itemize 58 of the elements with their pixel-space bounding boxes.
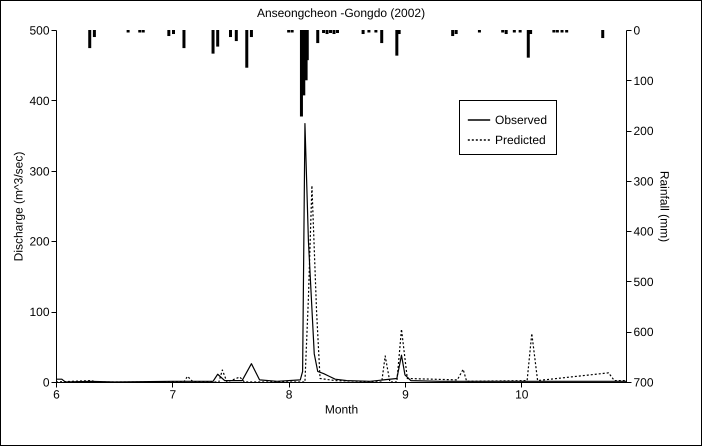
bar: [518, 30, 522, 33]
y-tick-label: 400: [29, 94, 50, 108]
y-tick-label: 0: [42, 376, 50, 390]
chart-title: Anseongcheon -Gongdo (2002): [256, 6, 426, 20]
bar: [126, 30, 130, 33]
x-tick-label: 10: [515, 388, 529, 402]
bar: [316, 30, 320, 44]
x-tick-label: 8: [286, 388, 293, 402]
bar: [601, 30, 604, 38]
y2-tick-label: 200: [634, 124, 654, 138]
legend-label: Predicted: [495, 133, 546, 147]
bar: [287, 30, 290, 33]
bar: [478, 30, 481, 33]
y2-axis-title: Rainfall (mm): [658, 170, 672, 242]
bar: [454, 30, 458, 34]
y2-tick-label: 600: [634, 325, 654, 340]
y2-tick-label: 100: [634, 74, 654, 88]
y2-tick-label: 0: [634, 24, 640, 38]
x-tick-label: 7: [169, 388, 176, 402]
bar: [332, 30, 336, 34]
x-axis-title: Month: [324, 402, 358, 416]
bar: [326, 30, 329, 34]
y2-tick-label: 500: [634, 274, 654, 289]
bar: [172, 30, 175, 34]
bar: [395, 30, 398, 56]
bar: [501, 30, 504, 33]
y-tick-label: 200: [29, 234, 50, 249]
legend-label: Observed: [495, 113, 548, 127]
x-tick-label: 6: [53, 388, 60, 402]
bar: [138, 30, 142, 33]
y-tick-label: 500: [29, 24, 50, 38]
bar: [504, 30, 508, 34]
bar: [212, 30, 215, 54]
y-tick-label: 100: [29, 305, 50, 320]
bar: [380, 30, 384, 44]
bar: [329, 30, 332, 34]
y2-tick-label: 300: [634, 174, 654, 188]
bar: [367, 30, 370, 33]
bar: [526, 30, 530, 58]
y-axis-title: Discharge (m^3/sec): [11, 152, 26, 262]
bar: [362, 30, 365, 34]
bar: [451, 30, 454, 36]
bar: [552, 30, 556, 33]
bar: [336, 30, 340, 34]
bar: [88, 30, 92, 48]
bar: [374, 30, 378, 33]
bar: [234, 30, 238, 42]
bar: [290, 30, 294, 33]
bar: [228, 30, 232, 38]
bar: [142, 30, 145, 33]
y-tick-label: 300: [29, 164, 50, 178]
bar: [322, 30, 326, 34]
bar: [512, 30, 516, 33]
y2-tick-label: 700: [634, 376, 654, 390]
bar: [92, 30, 96, 38]
x-tick-label: 9: [402, 388, 410, 402]
bar: [182, 30, 186, 48]
y2-tick-label: 400: [634, 224, 654, 239]
